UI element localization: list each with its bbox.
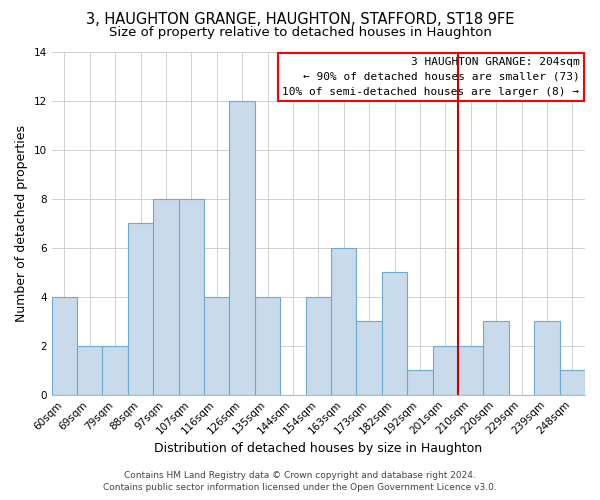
Bar bbox=[204, 296, 229, 394]
Bar bbox=[179, 198, 204, 394]
Bar bbox=[433, 346, 458, 395]
Text: Contains HM Land Registry data © Crown copyright and database right 2024.
Contai: Contains HM Land Registry data © Crown c… bbox=[103, 471, 497, 492]
Bar bbox=[255, 296, 280, 394]
Bar bbox=[407, 370, 433, 394]
Bar bbox=[52, 296, 77, 394]
Bar bbox=[356, 321, 382, 394]
Bar bbox=[128, 223, 153, 394]
Bar bbox=[560, 370, 585, 394]
Y-axis label: Number of detached properties: Number of detached properties bbox=[15, 124, 28, 322]
Bar bbox=[153, 198, 179, 394]
Bar bbox=[103, 346, 128, 395]
Bar bbox=[331, 248, 356, 394]
Bar bbox=[77, 346, 103, 395]
Text: 3 HAUGHTON GRANGE: 204sqm
← 90% of detached houses are smaller (73)
10% of semi-: 3 HAUGHTON GRANGE: 204sqm ← 90% of detac… bbox=[283, 57, 580, 96]
Bar bbox=[382, 272, 407, 394]
Bar bbox=[484, 321, 509, 394]
Bar bbox=[458, 346, 484, 395]
X-axis label: Distribution of detached houses by size in Haughton: Distribution of detached houses by size … bbox=[154, 442, 482, 455]
Bar bbox=[229, 100, 255, 395]
Text: 3, HAUGHTON GRANGE, HAUGHTON, STAFFORD, ST18 9FE: 3, HAUGHTON GRANGE, HAUGHTON, STAFFORD, … bbox=[86, 12, 514, 28]
Bar bbox=[305, 296, 331, 394]
Text: Size of property relative to detached houses in Haughton: Size of property relative to detached ho… bbox=[109, 26, 491, 39]
Bar bbox=[534, 321, 560, 394]
